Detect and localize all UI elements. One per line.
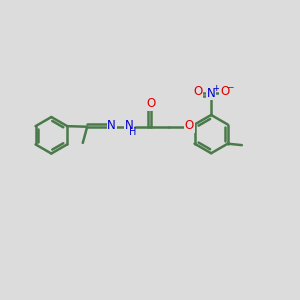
Text: −: − bbox=[226, 83, 235, 93]
Text: +: + bbox=[212, 84, 219, 93]
Text: O: O bbox=[193, 85, 203, 98]
Text: O: O bbox=[185, 119, 194, 132]
Text: O: O bbox=[220, 85, 229, 98]
Text: H: H bbox=[129, 127, 136, 137]
Text: O: O bbox=[146, 97, 156, 110]
Text: N: N bbox=[207, 87, 215, 100]
Text: N: N bbox=[124, 119, 134, 132]
Text: N: N bbox=[107, 119, 116, 132]
